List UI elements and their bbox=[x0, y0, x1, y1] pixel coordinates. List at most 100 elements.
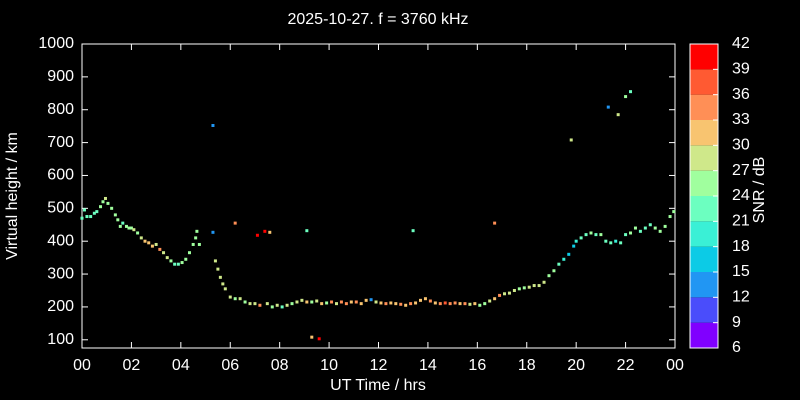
data-point bbox=[221, 282, 225, 286]
data-point bbox=[116, 218, 120, 222]
data-point bbox=[258, 303, 262, 307]
data-point bbox=[579, 236, 583, 240]
y-tick-label: 800 bbox=[47, 101, 74, 118]
data-point bbox=[339, 300, 343, 304]
data-point bbox=[624, 95, 628, 99]
colorbar-segment bbox=[690, 145, 718, 171]
data-point bbox=[522, 286, 526, 290]
colorbar-tick-label: 12 bbox=[732, 289, 750, 306]
colorbar-tick-label: 39 bbox=[732, 61, 750, 78]
data-point bbox=[213, 259, 217, 263]
data-point bbox=[158, 247, 162, 251]
data-point bbox=[672, 210, 676, 214]
data-point bbox=[493, 297, 497, 301]
data-point bbox=[310, 335, 314, 339]
data-point bbox=[653, 226, 657, 230]
data-point bbox=[423, 297, 427, 301]
x-tick-label: 00 bbox=[666, 357, 684, 374]
data-point bbox=[295, 300, 299, 304]
colorbar-segment bbox=[690, 272, 718, 298]
data-point bbox=[409, 302, 413, 306]
colorbar-segment bbox=[690, 170, 718, 196]
data-point bbox=[589, 231, 593, 235]
data-point bbox=[572, 244, 576, 248]
data-point bbox=[512, 288, 516, 292]
data-point bbox=[619, 241, 623, 245]
data-point bbox=[85, 215, 89, 219]
data-point bbox=[275, 303, 279, 307]
colorbar-tick-label: 6 bbox=[732, 339, 741, 356]
data-point bbox=[176, 262, 180, 266]
y-axis-label: Virtual height / km bbox=[4, 132, 21, 260]
data-point bbox=[80, 216, 84, 220]
data-point bbox=[478, 303, 482, 307]
data-point bbox=[95, 210, 99, 214]
data-point bbox=[334, 302, 338, 306]
data-point bbox=[562, 257, 566, 261]
data-point bbox=[483, 302, 487, 306]
data-point bbox=[253, 302, 257, 306]
chart-title: 2025-10-27. f = 3760 kHz bbox=[287, 11, 468, 28]
data-point bbox=[82, 208, 86, 212]
x-tick-label: 14 bbox=[419, 357, 437, 374]
data-point bbox=[228, 295, 232, 299]
data-point bbox=[569, 138, 573, 142]
x-tick-label: 04 bbox=[172, 357, 190, 374]
data-point bbox=[233, 221, 237, 225]
data-point bbox=[187, 251, 191, 255]
data-point bbox=[604, 239, 608, 243]
data-point bbox=[633, 226, 637, 230]
data-point bbox=[629, 90, 633, 94]
y-tick-label: 1000 bbox=[38, 35, 74, 52]
data-point bbox=[317, 337, 321, 341]
data-point bbox=[238, 297, 242, 301]
data-point bbox=[218, 275, 222, 279]
data-point bbox=[629, 231, 633, 235]
data-point bbox=[127, 226, 131, 230]
data-point bbox=[557, 262, 561, 266]
colorbar-segment bbox=[690, 196, 718, 222]
data-point bbox=[195, 229, 199, 233]
data-point bbox=[211, 124, 215, 128]
data-point bbox=[428, 299, 432, 303]
data-point bbox=[438, 302, 442, 306]
data-point bbox=[154, 242, 158, 246]
data-point bbox=[233, 297, 237, 301]
data-point bbox=[180, 261, 184, 265]
data-point bbox=[325, 301, 329, 305]
data-point bbox=[184, 257, 188, 261]
data-point bbox=[643, 226, 647, 230]
data-point bbox=[248, 302, 252, 306]
colorbar-tick-label: 9 bbox=[732, 314, 741, 331]
data-point bbox=[668, 215, 672, 219]
data-point bbox=[574, 239, 578, 243]
data-point bbox=[498, 293, 502, 297]
data-point bbox=[473, 302, 477, 306]
data-point bbox=[389, 301, 393, 305]
data-point bbox=[448, 302, 452, 306]
data-point bbox=[305, 229, 309, 233]
data-point bbox=[453, 301, 457, 305]
colorbar-tick-label: 18 bbox=[732, 238, 750, 255]
data-point bbox=[468, 302, 472, 306]
data-point bbox=[463, 302, 467, 306]
data-point bbox=[143, 239, 147, 243]
data-point bbox=[320, 302, 324, 306]
colorbar-segment bbox=[690, 94, 718, 120]
y-tick-label: 600 bbox=[47, 167, 74, 184]
data-point bbox=[344, 302, 348, 306]
data-point bbox=[624, 233, 628, 237]
data-point bbox=[369, 298, 373, 302]
data-point bbox=[584, 233, 588, 237]
data-point bbox=[243, 300, 247, 304]
data-point bbox=[527, 285, 531, 289]
x-tick-label: 10 bbox=[320, 357, 338, 374]
data-point bbox=[136, 231, 140, 235]
data-point bbox=[263, 229, 267, 233]
data-point bbox=[305, 300, 309, 304]
data-point bbox=[547, 274, 551, 278]
data-point bbox=[173, 262, 177, 266]
data-point bbox=[532, 284, 536, 288]
data-point bbox=[150, 244, 154, 248]
data-point bbox=[419, 298, 423, 302]
